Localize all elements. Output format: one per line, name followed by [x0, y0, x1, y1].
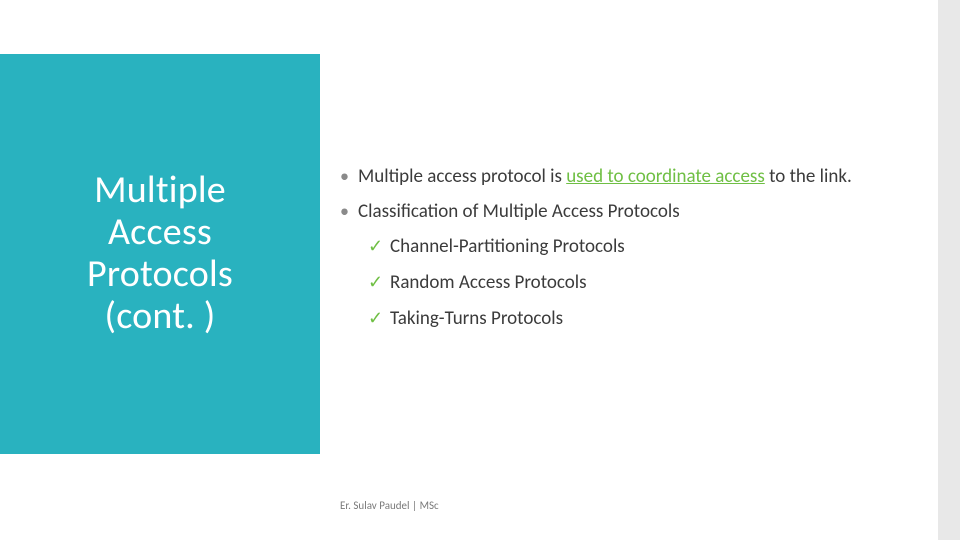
content-area: • Multiple access protocol is used to co…: [340, 165, 920, 341]
title-line-1: Multiple: [94, 167, 226, 213]
sub-item-2: ✓ Random Access Protocols: [368, 270, 920, 296]
b1-suffix: to the link.: [765, 165, 852, 188]
b1-underlined: used to coordinate access: [566, 165, 765, 188]
sub-list: ✓ Channel-Partitioning Protocols ✓ Rando…: [368, 234, 920, 331]
slide-title: Multiple Access Protocols (cont. ): [87, 170, 233, 337]
title-line-2: Access: [108, 209, 212, 255]
sub-item-1: ✓ Channel-Partitioning Protocols: [368, 234, 920, 260]
b1-prefix: Multiple access protocol is: [358, 165, 566, 188]
right-edge-shadow: [938, 0, 960, 540]
title-line-4: (cont. ): [105, 293, 216, 339]
bullet-text-1: Multiple access protocol is used to coor…: [358, 165, 852, 190]
check-icon: ✓: [368, 270, 390, 294]
bullet-text-2: Classification of Multiple Access Protoc…: [358, 200, 680, 225]
slide: Multiple Access Protocols (cont. ) • Mul…: [0, 0, 960, 540]
sub-text-1: Channel-Partitioning Protocols: [390, 234, 625, 260]
bullet-item-1: • Multiple access protocol is used to co…: [340, 165, 920, 190]
check-icon: ✓: [368, 306, 390, 330]
check-icon: ✓: [368, 234, 390, 258]
footer-text: Er. Sulav Paudel | MSc: [340, 499, 439, 512]
title-panel: Multiple Access Protocols (cont. ): [0, 54, 320, 454]
sub-item-3: ✓ Taking-Turns Protocols: [368, 306, 920, 332]
bullet-item-2: • Classification of Multiple Access Prot…: [340, 200, 920, 225]
sub-text-3: Taking-Turns Protocols: [390, 306, 563, 332]
title-line-3: Protocols: [87, 251, 233, 297]
bullet-dot-icon: •: [340, 200, 358, 223]
sub-text-2: Random Access Protocols: [390, 270, 587, 296]
bullet-dot-icon: •: [340, 165, 358, 188]
